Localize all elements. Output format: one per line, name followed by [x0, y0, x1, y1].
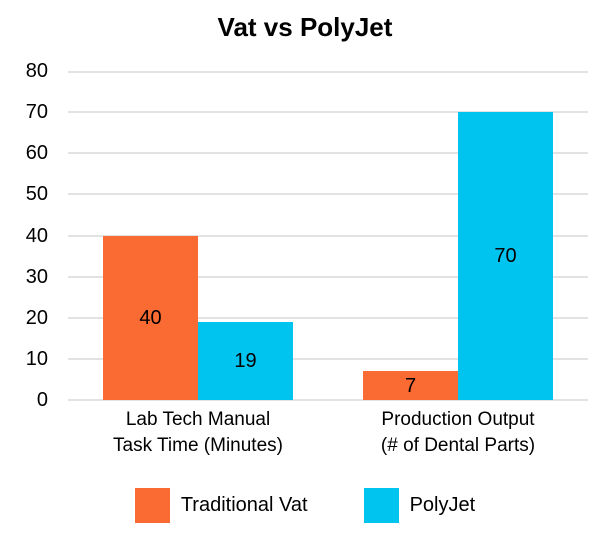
- legend: Traditional Vat PolyJet: [0, 488, 610, 523]
- bar-value-label: 7: [404, 374, 417, 397]
- y-tick-label-0: 0: [36, 389, 48, 411]
- y-axis-tick-labels: 0 10 20 30 40 50 60 70 80: [0, 60, 48, 411]
- x-axis-category-labels: Lab Tech Manual Task Time (Minutes) Produc…: [68, 407, 588, 459]
- y-tick-label-20: 20: [25, 306, 48, 329]
- bar-value-label: 70: [494, 245, 517, 268]
- y-tick-label-50: 50: [25, 183, 48, 206]
- y-tick-label-40: 40: [25, 224, 48, 247]
- bar-value-label: 19: [234, 349, 257, 372]
- chart-title: Vat vs PolyJet: [217, 12, 393, 42]
- y-tick-label-60: 60: [25, 142, 48, 165]
- legend-label: Traditional Vat: [180, 494, 308, 516]
- gridline-y50: [68, 193, 588, 196]
- gridline-y70: [68, 111, 588, 114]
- gridline-y40: [68, 234, 588, 237]
- bar-traditional-vat-cat0: 40: [103, 235, 198, 400]
- gridline-y80: [68, 71, 588, 73]
- bar-traditional-vat-cat1: 7: [363, 371, 458, 400]
- gridline-y30: [68, 275, 588, 278]
- plot-area: 40 7 19 70: [68, 71, 588, 401]
- gridline-y20: [68, 316, 588, 319]
- gridline-y10: [68, 357, 588, 360]
- x-axis-label-1: Production Output (# of Dental Parts): [328, 407, 588, 459]
- y-tick-label-70: 70: [25, 101, 48, 124]
- x-axis-label-line: (# of Dental Parts): [380, 435, 536, 456]
- x-axis-label-line: Production Output: [381, 409, 535, 430]
- gridline-y0: [68, 399, 588, 401]
- y-tick-label-10: 10: [25, 347, 48, 370]
- x-axis-label-line: Lab Tech Manual: [125, 409, 271, 430]
- x-axis-label-line: Task Time (Minutes): [113, 435, 283, 456]
- y-tick-label-30: 30: [25, 265, 48, 288]
- y-tick-label-80: 80: [25, 60, 48, 82]
- legend-item-polyjet: PolyJet: [363, 488, 476, 523]
- legend-swatch: [363, 488, 399, 523]
- bar-value-label: 40: [139, 306, 162, 329]
- gridline-y60: [68, 152, 588, 155]
- legend-label: PolyJet: [409, 494, 476, 516]
- x-axis-label-0: Lab Tech Manual Task Time (Minutes): [68, 407, 328, 459]
- legend-item-traditional-vat: Traditional Vat: [134, 488, 308, 523]
- bar-polyjet-cat1: 70: [458, 112, 553, 400]
- legend-swatch: [134, 488, 170, 523]
- bar-polyjet-cat0: 19: [198, 321, 293, 400]
